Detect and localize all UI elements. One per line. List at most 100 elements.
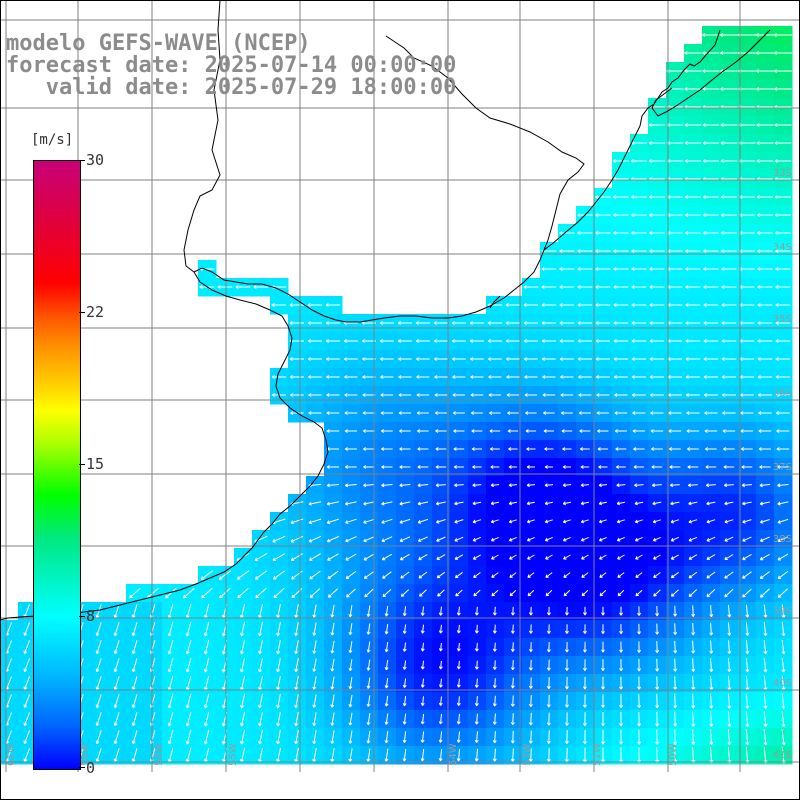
wind-arrow — [307, 321, 323, 325]
wind-arrow — [489, 447, 500, 451]
wind-arrow — [472, 554, 481, 560]
wind-arrow — [721, 267, 737, 271]
wind-arrow — [380, 375, 394, 379]
wind-arrow — [595, 375, 610, 379]
wind-arrow — [619, 606, 624, 616]
wind-arrow — [435, 465, 447, 469]
wind-arrow — [684, 87, 702, 91]
wind-arrow — [684, 123, 702, 127]
wind-arrow — [634, 536, 643, 542]
forecast-date-title: forecast date: 2025-07-14 00:00:00 — [6, 53, 457, 78]
wind-arrow — [781, 711, 786, 728]
wind-arrow — [490, 501, 500, 506]
wind-arrow — [578, 393, 592, 397]
wind-arrow — [167, 657, 174, 673]
wind-arrow — [650, 411, 664, 415]
wind-arrow — [655, 623, 660, 635]
wind-arrow — [741, 483, 752, 488]
wind-arrow — [774, 195, 791, 199]
wind-arrow — [579, 447, 590, 451]
wind-arrow — [720, 141, 738, 145]
wind-arrow — [474, 642, 479, 652]
wind-arrow — [435, 483, 446, 488]
wind-arrow — [655, 693, 660, 709]
wind-arrow — [474, 678, 479, 688]
wind-arrow — [507, 411, 519, 415]
wind-arrow — [131, 604, 138, 619]
wind-arrow — [599, 554, 607, 560]
wind-arrow — [474, 606, 479, 616]
wind-arrow — [273, 587, 285, 599]
wind-arrow — [564, 712, 569, 726]
wind-arrow — [507, 429, 519, 433]
wind-arrow — [474, 748, 479, 762]
wind-arrow — [183, 587, 195, 599]
wind-arrow — [508, 447, 518, 451]
wind-arrow — [705, 483, 716, 488]
wind-arrow — [363, 501, 375, 506]
wind-arrow — [185, 693, 192, 709]
wind-arrow — [637, 623, 642, 635]
wind-arrow — [670, 519, 680, 524]
wind-arrow — [781, 622, 786, 637]
wind-arrow — [577, 285, 593, 289]
wind-arrow — [167, 639, 174, 655]
wind-arrow — [631, 321, 647, 325]
wind-arrow — [471, 429, 483, 433]
wind-arrow — [673, 693, 678, 709]
wind-arrow — [649, 375, 664, 379]
wind-arrow — [528, 730, 533, 744]
wind-arrow — [721, 249, 737, 253]
wind-arrow — [438, 678, 443, 688]
wind-arrow — [559, 267, 575, 271]
wind-arrow — [613, 285, 629, 289]
wind-arrow — [438, 713, 443, 725]
wind-arrow — [631, 267, 647, 271]
wind-arrow — [777, 536, 789, 543]
wind-arrow — [362, 375, 376, 379]
wind-arrow — [384, 731, 389, 744]
wind-arrow — [598, 483, 608, 488]
wind-arrow — [727, 729, 732, 746]
wind-arrow — [745, 711, 750, 727]
wind-arrow — [759, 519, 770, 524]
wind-arrow — [434, 375, 448, 379]
wind-arrow — [775, 231, 791, 235]
wind-arrow — [544, 536, 553, 542]
wind-arrow — [673, 640, 678, 654]
wind-arrow — [595, 339, 611, 343]
wind-arrow — [129, 587, 141, 599]
wind-arrow — [703, 321, 719, 325]
wind-arrow — [668, 411, 682, 415]
wind-arrow — [582, 729, 587, 745]
wind-arrow — [685, 213, 701, 217]
wind-arrow — [492, 624, 497, 634]
wind-arrow — [523, 321, 539, 325]
wind-arrow — [633, 465, 645, 469]
wind-arrow — [456, 713, 461, 725]
wind-arrow — [775, 303, 791, 307]
wind-arrow — [453, 429, 465, 433]
wind-arrow — [508, 483, 518, 488]
wind-arrow — [510, 606, 515, 616]
wind-arrow — [381, 447, 393, 451]
wind-arrow — [307, 303, 323, 307]
wind-arrow — [505, 303, 521, 307]
wind-arrow — [777, 483, 789, 488]
wind-arrow — [653, 589, 661, 597]
wind-arrow — [673, 729, 678, 745]
wind-arrow — [706, 571, 716, 579]
wind-arrow — [23, 694, 30, 708]
wind-arrow — [685, 249, 701, 253]
wind-arrow — [756, 141, 774, 145]
wind-arrow — [308, 393, 322, 397]
wind-arrow — [456, 606, 461, 616]
wind-arrow — [702, 69, 720, 73]
wind-arrow — [453, 465, 464, 469]
wind-arrow — [745, 604, 750, 618]
wind-arrow — [759, 465, 771, 469]
wind-arrow — [630, 159, 647, 163]
wind-arrow — [777, 501, 789, 506]
colorbar-tick — [79, 464, 85, 465]
wind-arrow — [631, 213, 647, 217]
